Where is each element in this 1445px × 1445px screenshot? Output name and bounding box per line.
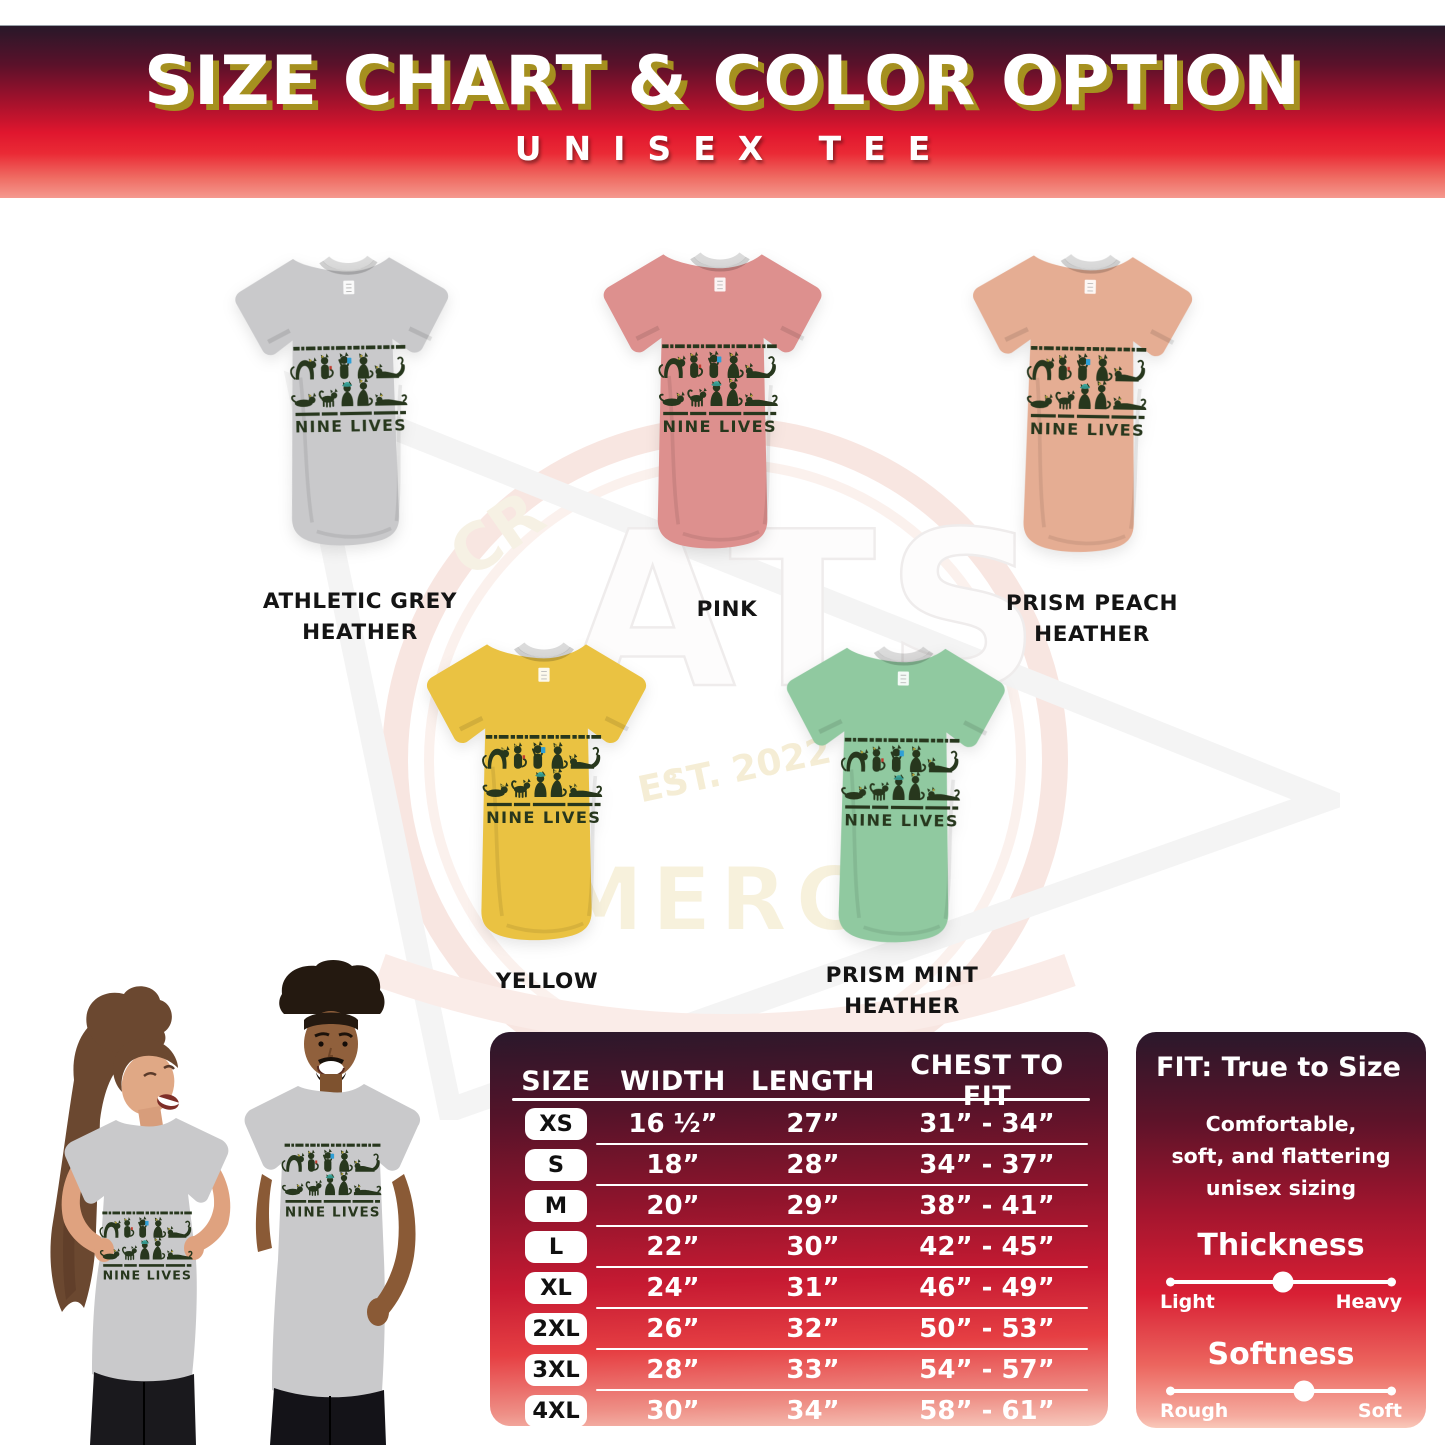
- color-label-prism-mint-heather: PRISM MINT HEATHER: [825, 963, 979, 1020]
- color-label-yellow: YELLOW: [495, 969, 599, 994]
- size-badge: XS: [525, 1107, 587, 1140]
- col-header-chest: CHEST TO FIT: [910, 1050, 1064, 1112]
- thickness-slider[interactable]: [1168, 1271, 1394, 1293]
- col-header-length: LENGTH: [751, 1065, 875, 1097]
- model-woman: [50, 986, 231, 1445]
- shirt-mockup-yellow: [398, 636, 690, 972]
- fit-info-panel: FIT: True to Size Comfortable, soft, and…: [1136, 1032, 1426, 1428]
- table-row-2xl: 2XL 26” 32” 50” - 53”: [510, 1308, 1092, 1350]
- table-row-m: M 20” 29” 38” - 41”: [510, 1185, 1092, 1227]
- softness-slider-thumb[interactable]: [1293, 1380, 1315, 1402]
- thickness-scale-labels: Light Heavy: [1160, 1291, 1402, 1314]
- table-row-l: L 22” 30” 42” - 45”: [510, 1226, 1092, 1268]
- table-row-xs: XS 16 ½” 27” 31” - 34”: [510, 1103, 1092, 1145]
- size-badge: S: [525, 1148, 587, 1181]
- watermark-triangle: [283, 370, 1360, 1126]
- color-label-prism-peach-heather: PRISM PEACH HEATHER: [1005, 591, 1179, 648]
- watermark-bottom-arc-text: MERC: [556, 848, 868, 951]
- size-badge: 3XL: [525, 1353, 587, 1386]
- model-man: [244, 960, 421, 1445]
- softness-label: Softness: [1207, 1337, 1355, 1373]
- table-row-3xl: 3XL 28” 33” 54” - 57”: [510, 1349, 1092, 1391]
- size-badge: 2XL: [525, 1312, 587, 1345]
- table-row-4xl: 4XL 30” 34” 58” - 61”: [510, 1390, 1092, 1432]
- table-row-xl: XL 24” 31” 46” - 49”: [510, 1267, 1092, 1309]
- thickness-slider-thumb[interactable]: [1272, 1271, 1294, 1293]
- page-subtitle: UNISEX TEE: [514, 129, 953, 168]
- size-chart-table: SIZE WIDTH LENGTH CHEST TO FIT XS 16 ½” …: [490, 1032, 1108, 1432]
- col-header-size: SIZE: [521, 1065, 591, 1097]
- size-table-header: SIZE WIDTH LENGTH CHEST TO FIT: [510, 1050, 1092, 1112]
- col-header-width: WIDTH: [620, 1065, 726, 1097]
- shirt-mockup-prism-mint-heather: [754, 638, 1049, 975]
- color-label-pink: PINK: [696, 597, 758, 622]
- header-banner: SIZE CHART & COLOR OPTION UNISEX TEE: [0, 25, 1445, 198]
- size-badge: M: [525, 1189, 587, 1222]
- softness-scale-labels: Rough Soft: [1160, 1400, 1402, 1423]
- page-title: SIZE CHART & COLOR OPTION: [144, 42, 1301, 121]
- color-label-athletic-grey-heather: ATHLETIC GREY HEATHER: [262, 589, 458, 646]
- shirt-mockup-prism-peach-heather: [941, 246, 1235, 587]
- header-divider: [512, 1098, 1090, 1101]
- shirt-mockup-athletic-grey-heather: [212, 246, 490, 581]
- thickness-label: Thickness: [1197, 1228, 1365, 1264]
- table-row-s: S 18” 28” 34” - 37”: [510, 1144, 1092, 1186]
- softness-slider[interactable]: [1168, 1380, 1394, 1402]
- shirt-mockup-pink: [578, 246, 862, 580]
- size-badge: XL: [525, 1271, 587, 1304]
- fit-description: Comfortable, soft, and flattering unisex…: [1171, 1112, 1391, 1200]
- size-badge: L: [525, 1230, 587, 1263]
- fit-title: FIT: True to Size: [1156, 1052, 1401, 1083]
- size-badge: 4XL: [525, 1394, 587, 1427]
- models-photo: [0, 960, 470, 1445]
